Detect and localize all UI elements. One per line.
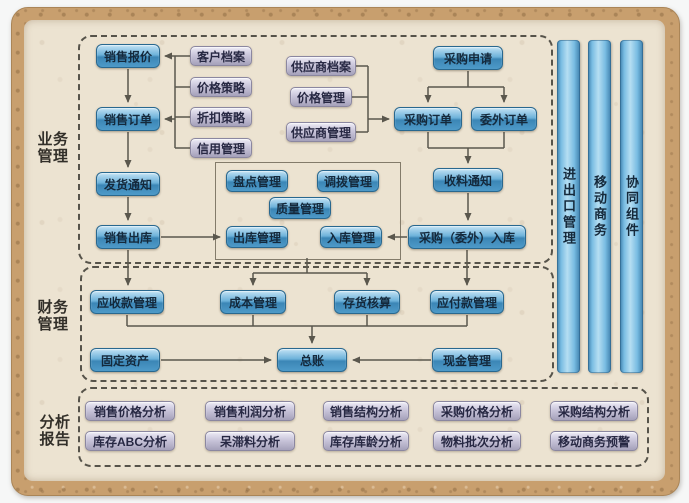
vertical-bar-import-export: 进出口管理 [557, 40, 580, 373]
node-sales-outbound: 销售出库 [96, 225, 160, 249]
business-section-label: 业务管理 [37, 131, 69, 166]
vertical-bar-label: 进出口管理 [561, 166, 576, 247]
finance-section-label: 财务管理 [37, 299, 69, 334]
vertical-bar-mobile-commerce: 移动商务 [588, 40, 611, 373]
node-cash-mgmt: 现金管理 [432, 348, 502, 372]
node-sales-profit-analysis: 销售利润分析 [205, 401, 295, 421]
node-sales-price-analysis: 销售价格分析 [85, 401, 175, 421]
node-inventory-accounting: 存货核算 [334, 290, 400, 314]
node-sales-order: 销售订单 [96, 107, 160, 131]
analysis-section-box [78, 387, 649, 467]
node-ar-mgmt: 应收款管理 [90, 290, 164, 314]
vertical-bar-label: 移动商务 [592, 174, 607, 239]
node-credit-mgmt: 信用管理 [190, 138, 252, 158]
node-price-mgmt: 价格管理 [290, 87, 352, 107]
node-receiving-notice: 收料通知 [433, 168, 503, 192]
node-outsource-order: 委外订单 [471, 107, 537, 131]
node-stocktake-mgmt: 盘点管理 [226, 170, 288, 192]
node-purchase-inbound: 采购（委外）入库 [408, 225, 526, 249]
node-customer-files: 客户档案 [190, 46, 252, 66]
node-supplier-files: 供应商档案 [286, 56, 356, 76]
business-section-box [78, 35, 553, 264]
warehouse-group-box [215, 162, 401, 260]
node-discount-strategy: 折扣策略 [190, 107, 252, 127]
finance-section-box [80, 266, 554, 382]
node-sales-quote: 销售报价 [96, 44, 160, 68]
node-purchase-order: 采购订单 [394, 107, 462, 131]
node-general-ledger: 总账 [277, 348, 347, 372]
node-mobile-commerce-alert: 移动商务预警 [550, 431, 638, 451]
vertical-bar-label: 协同组件 [624, 174, 639, 239]
node-material-batch-analysis: 物料批次分析 [433, 431, 521, 451]
node-purchase-request: 采购申请 [433, 46, 503, 70]
node-cost-mgmt: 成本管理 [220, 290, 286, 314]
node-transfer-mgmt: 调拨管理 [317, 170, 379, 192]
analysis-section-label: 分析报告 [39, 414, 71, 449]
node-price-strategy: 价格策略 [190, 77, 252, 97]
node-stagnant-material-analysis: 呆滞料分析 [205, 431, 295, 451]
node-quality-mgmt: 质量管理 [269, 197, 331, 219]
node-inventory-abc-analysis: 库存ABC分析 [85, 431, 175, 451]
node-purchase-structure-analysis: 采购结构分析 [550, 401, 638, 421]
node-inbound-mgmt: 入库管理 [320, 226, 382, 248]
node-sales-structure-analysis: 销售结构分析 [323, 401, 409, 421]
node-fixed-assets: 固定资产 [90, 348, 160, 372]
vertical-bar-collaboration: 协同组件 [620, 40, 643, 373]
node-outbound-mgmt: 出库管理 [226, 226, 288, 248]
node-ap-mgmt: 应付款管理 [430, 290, 504, 314]
node-inventory-age-analysis: 库存库龄分析 [323, 431, 409, 451]
node-delivery-notice: 发货通知 [96, 172, 160, 196]
node-supplier-mgmt: 供应商管理 [286, 122, 356, 142]
node-purchase-price-analysis: 采购价格分析 [433, 401, 521, 421]
